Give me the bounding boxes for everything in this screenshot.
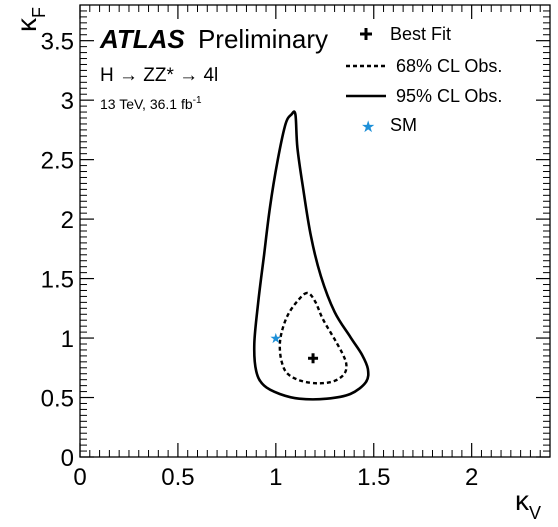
x-tick-label: 0.5 [161, 464, 194, 491]
energy-lumi-label: 13 TeV, 36.1 fb-1 [100, 95, 202, 112]
contour-68-obs [278, 291, 348, 385]
y-tick-label: 1 [61, 326, 74, 353]
energy-lumi-text: 13 TeV, 36.1 fb [100, 96, 193, 112]
y-axis-title: κF [11, 7, 49, 32]
legend-best-fit-symbol [360, 28, 372, 40]
y-tick-label: 2 [61, 207, 74, 234]
x-axis-title-base: κ [515, 485, 530, 516]
contours [252, 110, 370, 401]
y-tick-label: 0 [61, 445, 74, 472]
x-tick-label: 1.5 [357, 464, 390, 491]
y-tick-label: 2.5 [41, 148, 74, 175]
x-tick-label: 2 [465, 464, 478, 491]
x-axis-title: κV [515, 485, 541, 523]
axis-ticks [79, 5, 550, 458]
status-label: Preliminary [198, 24, 328, 54]
legend-best-fit-label: Best Fit [390, 24, 451, 44]
legend: Best Fit 68% CL Obs. 95% CL Obs. ★ SM [346, 24, 502, 136]
contour-95-obs [252, 110, 370, 401]
x-tick-label: 1 [269, 464, 282, 491]
atlas-label: ATLAS Preliminary [99, 24, 328, 54]
y-tick-label: 0.5 [41, 386, 74, 413]
markers: ★ [270, 330, 319, 364]
legend-sm-star-icon: ★ [361, 119, 375, 136]
sm-star-icon: ★ [270, 330, 283, 346]
tick-labels: 0 0.5 1 1.5 2 0 0.5 1 1.5 2 2.5 3 3.5 [41, 29, 479, 491]
lumi-exponent: -1 [193, 95, 202, 106]
legend-68-label: 68% CL Obs. [396, 56, 502, 76]
best-fit-marker [308, 353, 319, 364]
x-tick-label: 0 [73, 464, 86, 491]
y-tick-label: 1.5 [41, 267, 74, 294]
y-axis-title-base: κ [11, 17, 42, 32]
y-tick-label: 3.5 [41, 29, 74, 56]
y-tick-label: 3 [61, 88, 74, 115]
x-axis-title-sub: V [529, 503, 541, 523]
legend-95-label: 95% CL Obs. [396, 86, 502, 106]
process-label: H → ZZ* → 4l [100, 65, 218, 86]
experiment-name: ATLAS [99, 24, 185, 54]
y-axis-title-sub: F [29, 7, 49, 18]
legend-sm-label: SM [390, 115, 417, 135]
